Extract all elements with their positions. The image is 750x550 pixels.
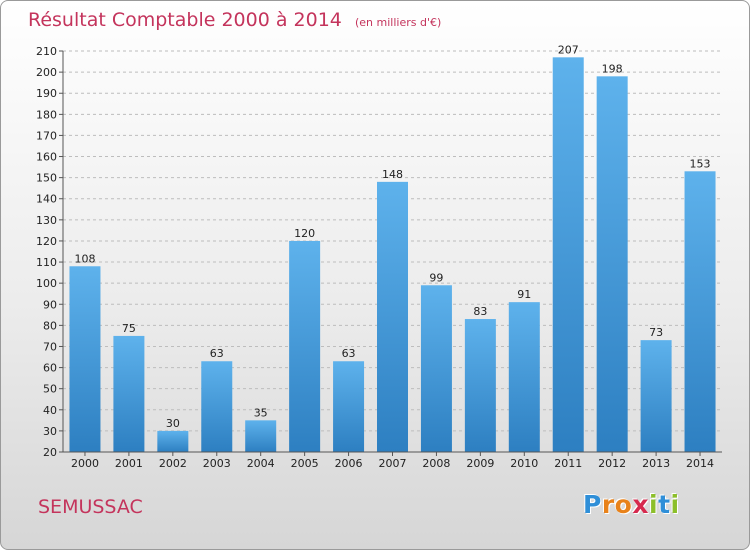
logo-letter: i: [649, 490, 659, 519]
x-tick-label-2001: 2001: [115, 457, 143, 470]
y-axis-ticks: 20 30 40 50 60 70 80 90 100 110 120 130 140 150 160 170…: [36, 45, 63, 459]
y-tick-label: 130: [36, 214, 57, 227]
value-label-2005: 120: [294, 227, 315, 240]
value-label-2000: 108: [74, 252, 95, 265]
bar-2014: [684, 171, 716, 453]
bar-2011: [552, 57, 584, 453]
y-tick-label: 20: [43, 446, 57, 459]
y-tick-label: 120: [36, 235, 57, 248]
bar-2004: [245, 420, 277, 452]
logo-letter: r: [601, 490, 615, 519]
y-tick-label: 190: [36, 87, 57, 100]
value-label-2008: 99: [429, 271, 443, 284]
bar-2006: [333, 361, 365, 452]
y-tick-label: 140: [36, 193, 57, 206]
value-label-2001: 75: [122, 322, 136, 335]
bar-2010: [508, 302, 540, 452]
title-row: Résultat Comptable 2000 à 2014 (en milli…: [28, 9, 441, 31]
y-tick-label: 70: [43, 340, 57, 353]
y-tick-label: 150: [36, 172, 57, 185]
x-tick-label-2014: 2014: [686, 457, 714, 470]
y-tick-label: 110: [36, 256, 57, 269]
axes: [62, 51, 722, 453]
x-axis-ticks: 2000 2001 2002 2003 2004 2005 2006 2007 2008 2009…: [71, 452, 714, 470]
value-label-2009: 83: [473, 305, 487, 318]
x-tick-label-2012: 2012: [598, 457, 626, 470]
x-tick-label-2006: 2006: [335, 457, 363, 470]
y-tick-label: 60: [43, 362, 57, 375]
y-tick-label: 50: [43, 383, 57, 396]
y-tick-label: 170: [36, 129, 57, 142]
y-tick-label: 30: [43, 425, 57, 438]
bar-2012: [596, 76, 628, 452]
y-tick-label: 210: [36, 45, 57, 58]
value-label-2013: 73: [649, 326, 663, 339]
value-label-2010: 91: [517, 288, 531, 301]
value-label-2007: 148: [382, 168, 403, 181]
value-label-2006: 63: [342, 347, 356, 360]
bar-2013: [640, 340, 672, 452]
x-tick-label-2004: 2004: [247, 457, 275, 470]
x-tick-label-2013: 2013: [642, 457, 670, 470]
bar-2000: [69, 266, 101, 452]
x-tick-label-2010: 2010: [510, 457, 538, 470]
y-tick-label: 100: [36, 277, 57, 290]
value-label-2004: 35: [254, 406, 268, 419]
x-tick-label-2003: 2003: [203, 457, 231, 470]
y-tick-label: 90: [43, 298, 57, 311]
x-tick-label-2008: 2008: [422, 457, 450, 470]
y-tick-label: 160: [36, 151, 57, 164]
value-label-2014: 153: [690, 157, 711, 170]
x-tick-label-2000: 2000: [71, 457, 99, 470]
value-label-2003: 63: [210, 347, 224, 360]
value-label-2012: 198: [602, 62, 623, 75]
bar-2003: [201, 361, 233, 452]
x-tick-label-2011: 2011: [554, 457, 582, 470]
x-tick-label-2002: 2002: [159, 457, 187, 470]
proxiti-logo: Proxiti: [583, 490, 680, 519]
x-tick-label-2009: 2009: [466, 457, 494, 470]
logo-letter: P: [583, 490, 602, 519]
y-tick-label: 40: [43, 404, 57, 417]
chart-subtitle: (en milliers d'€): [354, 16, 442, 29]
bar-2007: [377, 181, 408, 452]
bar-2008: [420, 285, 452, 452]
x-tick-label-2005: 2005: [291, 457, 319, 470]
chart-title: Résultat Comptable 2000 à 2014: [28, 9, 342, 31]
logo-letter: o: [614, 490, 633, 519]
bar-2001: [113, 335, 145, 452]
value-labels: 108 75 30 63 35 120 63 148 99 83 91 207 198 73 153: [74, 43, 710, 430]
bar-2002: [157, 430, 189, 452]
y-tick-label: 80: [43, 319, 57, 332]
value-label-2011: 207: [558, 43, 579, 56]
x-tick-label-2007: 2007: [379, 457, 407, 470]
y-tick-label: 200: [36, 66, 57, 79]
logo-letter: t: [658, 490, 671, 519]
logo-letter: x: [632, 490, 649, 519]
grid-lines: [63, 50, 722, 453]
value-label-2002: 30: [166, 417, 180, 430]
place-name: SEMUSSAC: [38, 496, 143, 518]
bar-2005: [289, 240, 321, 452]
bars: [69, 57, 716, 453]
y-tick-label: 180: [36, 108, 57, 121]
logo-letter: i: [670, 490, 680, 519]
bar-2009: [464, 319, 496, 452]
